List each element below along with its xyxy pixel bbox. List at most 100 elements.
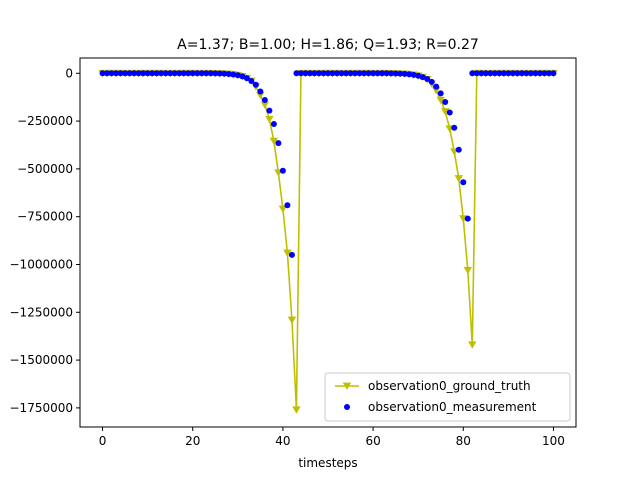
measurement-point [126,70,133,77]
y-tick-label: −750000 [17,210,73,224]
x-tick-label: 100 [542,434,565,448]
ground-truth-marker [468,341,477,349]
measurement-point [334,70,341,77]
x-tick-label: 80 [456,434,471,448]
measurement-point [343,70,350,77]
measurement-point [329,70,336,77]
y-tick-label: −1500000 [10,353,74,367]
measurement-point [451,124,458,131]
measurement-point [302,70,309,77]
measurement-point [419,74,426,81]
measurement-point [401,70,408,77]
measurement-point [216,70,223,77]
ground-truth-marker [260,101,270,109]
measurement-point [518,70,525,77]
measurement-point [306,70,313,77]
y-tick-label: −1000000 [10,257,74,271]
y-tick-label: 0 [65,66,73,80]
measurement-point [288,251,295,258]
measurement-point [361,70,368,77]
plot-area [98,69,558,414]
ground-truth-marker [454,175,463,183]
measurement-point [500,70,507,77]
measurement-point [437,90,444,97]
measurement-point [239,73,246,80]
measurement-point [392,70,399,77]
measurement-point [257,88,264,95]
measurement-point [347,70,354,77]
measurement-point [113,70,120,77]
y-tick-label: −1250000 [10,305,74,319]
measurement-point [379,70,386,77]
measurement-point [433,83,440,90]
x-tick-label: 40 [275,434,290,448]
measurement-point [478,70,485,77]
measurement-point [464,215,471,222]
measurement-point [158,70,165,77]
measurement-point [527,70,534,77]
measurement-point [212,70,219,77]
measurement-point [415,72,422,79]
ground-truth-marker [436,96,445,105]
measurement-point [509,70,516,77]
measurement-point [325,70,331,77]
x-axis-label: timesteps [298,456,357,470]
measurement-point [117,70,124,77]
measurement-point [198,70,205,77]
measurement-point [167,70,174,77]
measurement-point [293,70,300,77]
measurement-point [460,179,467,186]
legend-measurement-marker [344,404,350,410]
measurement-point [207,70,214,77]
measurement-point [541,70,548,77]
measurement-point [536,70,543,77]
measurement-point [469,70,476,77]
measurement-point [185,70,192,77]
measurement-point [189,70,196,77]
measurement-point [410,71,417,78]
ground-truth-marker [256,91,265,100]
measurement-point [234,72,241,79]
ground-truth-marker [292,406,301,414]
measurement-point [550,70,557,77]
measurement-point [248,77,255,84]
measurement-point [144,70,151,77]
measurement-point [108,70,115,77]
measurement-point [171,70,178,77]
measurement-point [352,70,359,77]
measurement-point [176,70,183,77]
measurement-point [225,70,232,77]
measurement-point [338,70,345,77]
legend-ground-truth-marker [342,382,352,390]
measurement-point [356,70,363,77]
measurement-point [491,70,498,77]
measurement-point [388,70,395,77]
measurement-point [180,70,187,77]
measurement-point [104,70,111,77]
axes: 0 20 40 60 80 100 0 −250000 −500000 −750000 −10000… [10,66,565,448]
legend: observation0_ground_truth observation0_me… [324,372,571,422]
ground-truth-marker [283,249,292,258]
ground-truth-marker [287,316,297,324]
measurement-point [397,70,404,77]
measurement-point [99,70,106,77]
measurement-point [153,70,160,77]
measurement-point [230,71,237,78]
measurement-point [365,70,372,77]
measurement-point [406,71,413,78]
ground-truth-marker [463,266,472,275]
plot-frame [79,57,577,428]
measurement-point [442,98,449,105]
measurement-point [270,120,277,127]
measurement-point [279,167,286,174]
y-tick-label: −1750000 [10,401,74,415]
legend-box [324,372,571,422]
measurement-point [221,70,228,77]
measurement-point [203,70,210,77]
x-tick-label: 0 [99,434,107,448]
measurement-point [428,78,435,85]
y-tick-label: −500000 [17,162,73,176]
measurement-point [311,70,318,77]
measurement-point [320,70,327,77]
